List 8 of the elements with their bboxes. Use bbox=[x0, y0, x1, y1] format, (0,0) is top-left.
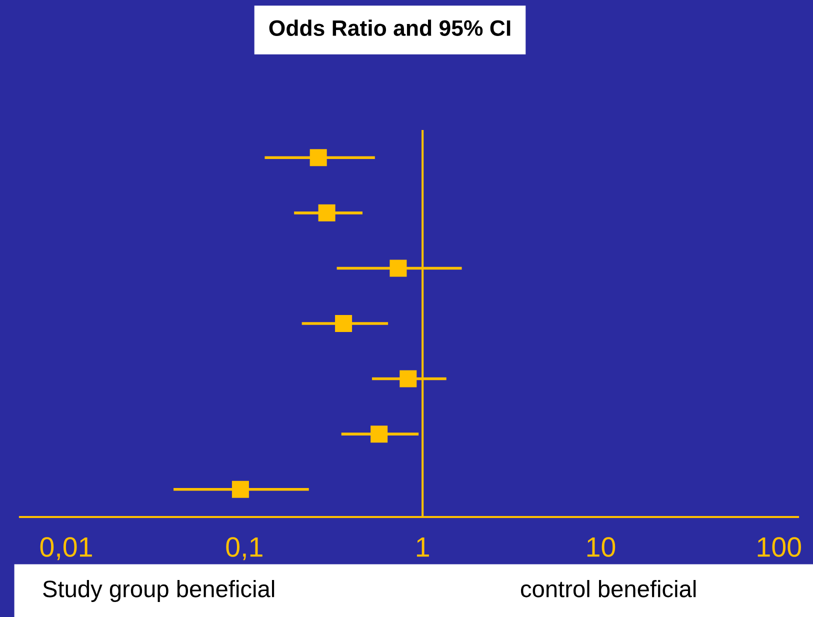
x-tick-label: 0,1 bbox=[226, 537, 262, 560]
text: control beneficial bbox=[521, 580, 696, 598]
x-tick-label: 10 bbox=[587, 537, 616, 557]
text: Study group beneficial bbox=[43, 580, 274, 602]
chart-title: Odds Ratio and 95% CI bbox=[269, 20, 510, 36]
x-tick-label: 0,01 bbox=[40, 537, 92, 560]
x-tick-label: 100 bbox=[758, 537, 801, 557]
x-tick-label: 1 bbox=[416, 537, 429, 557]
